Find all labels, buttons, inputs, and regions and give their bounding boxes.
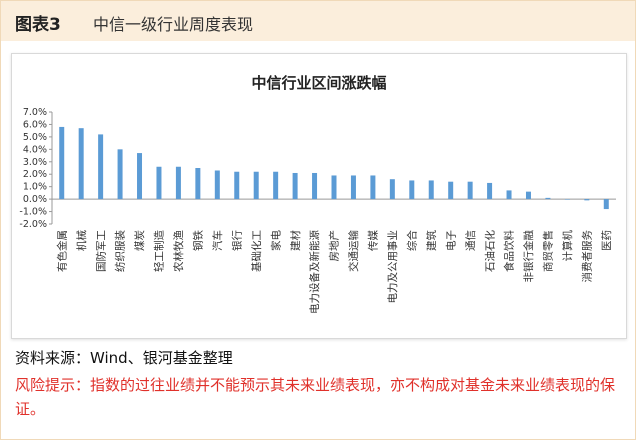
bar xyxy=(137,153,143,200)
y-tick-label: 2.0% xyxy=(23,169,47,180)
x-tick-label: 房地产 xyxy=(328,230,341,262)
x-tick-label: 家电 xyxy=(269,230,282,251)
y-tick-label: -2.0% xyxy=(19,219,47,230)
y-tick-label: 3.0% xyxy=(23,157,47,168)
x-tick-label: 钢铁 xyxy=(192,230,205,251)
y-tick-label: 6.0% xyxy=(23,119,47,130)
bar xyxy=(603,199,609,210)
x-tick-label: 机械 xyxy=(75,230,88,251)
y-tick-label: 4.0% xyxy=(23,144,47,155)
bar xyxy=(370,175,376,200)
x-tick-label: 银行 xyxy=(230,230,243,251)
y-tick-label: 5.0% xyxy=(23,132,47,143)
bar xyxy=(525,191,531,200)
bar xyxy=(292,172,298,200)
x-tick-label: 基础化工 xyxy=(250,230,263,272)
x-tick-label: 建筑 xyxy=(425,230,438,251)
x-tick-label: 建材 xyxy=(289,230,302,251)
risk-warning: 风险提示：指数的过往业绩并不能预示其未来业绩表现，亦不构成对基金未来业绩表现的保… xyxy=(15,376,616,418)
bar xyxy=(117,149,123,200)
bar xyxy=(428,180,434,200)
bar xyxy=(312,172,318,200)
figure-title: 中信一级行业周度表现 xyxy=(93,15,254,34)
x-tick-label: 石油石化 xyxy=(483,230,496,272)
bar xyxy=(175,166,181,200)
figure-number: 图表3 xyxy=(15,15,61,35)
x-tick-label: 医药 xyxy=(601,230,613,251)
chart-title: 中信行业区间涨跌幅 xyxy=(251,74,386,92)
y-tick-label: -1.0% xyxy=(19,207,47,218)
bar xyxy=(409,180,415,200)
bar xyxy=(389,179,395,200)
bar xyxy=(467,181,473,200)
bar xyxy=(156,166,162,200)
source-note: 资料来源：Wind、银河基金整理 xyxy=(15,349,233,367)
bar xyxy=(195,168,201,200)
bar xyxy=(59,126,65,200)
x-tick-label: 汽车 xyxy=(211,230,224,251)
x-tick-label: 传媒 xyxy=(367,230,380,251)
y-tick-label: 0.0% xyxy=(23,194,47,205)
bar xyxy=(331,175,337,200)
bar xyxy=(78,128,84,200)
bar xyxy=(253,171,259,200)
y-tick-label: 1.0% xyxy=(23,182,47,193)
x-tick-label: 煤炭 xyxy=(133,230,146,251)
bar xyxy=(506,190,512,200)
bar xyxy=(584,199,590,201)
chart-panel: 中信行业区间涨跌幅 -2.0% -1.0% 0.0% 1.0% 2.0% 3.0% 4.0% 5… xyxy=(11,53,627,339)
x-tick-label: 有色金属 xyxy=(55,230,68,272)
x-tick-label: 电力及公用事业 xyxy=(386,230,399,304)
x-tick-label: 电力设备及新能源 xyxy=(308,230,321,314)
x-tick-label: 国防军工 xyxy=(94,230,107,272)
bar xyxy=(350,175,356,200)
y-tick-label: 7.0% xyxy=(23,107,47,118)
x-tick-label: 计算机 xyxy=(561,230,574,262)
bar xyxy=(273,171,279,200)
x-tick-label: 商贸零售 xyxy=(542,230,555,272)
x-tick-label: 交通运输 xyxy=(347,230,360,272)
bar xyxy=(545,197,551,200)
bar xyxy=(564,199,570,200)
x-tick-label: 通信 xyxy=(465,230,477,251)
x-tick-label: 电子 xyxy=(444,230,457,251)
bar xyxy=(214,170,220,200)
bar xyxy=(487,182,493,200)
x-tick-label: 农林牧渔 xyxy=(172,230,185,272)
bar xyxy=(234,171,240,200)
bar xyxy=(98,134,104,200)
bar xyxy=(448,181,454,200)
bar-chart: 中信行业区间涨跌幅 -2.0%-1.0% 0.0%1.0% 2.0%3.0% 4.0%5… xyxy=(19,74,616,314)
x-tick-label: 消费者服务 xyxy=(581,230,594,283)
figure-header: 图表3 中信一级行业周度表现 xyxy=(1,1,635,41)
x-tick-label: 食品饮料 xyxy=(503,230,516,272)
x-tick-label: 纺织服装 xyxy=(114,230,127,272)
x-tick-label: 非银行金融 xyxy=(522,230,535,283)
x-tick-label: 综合 xyxy=(405,230,418,251)
x-tick-label: 轻工制造 xyxy=(153,230,166,272)
